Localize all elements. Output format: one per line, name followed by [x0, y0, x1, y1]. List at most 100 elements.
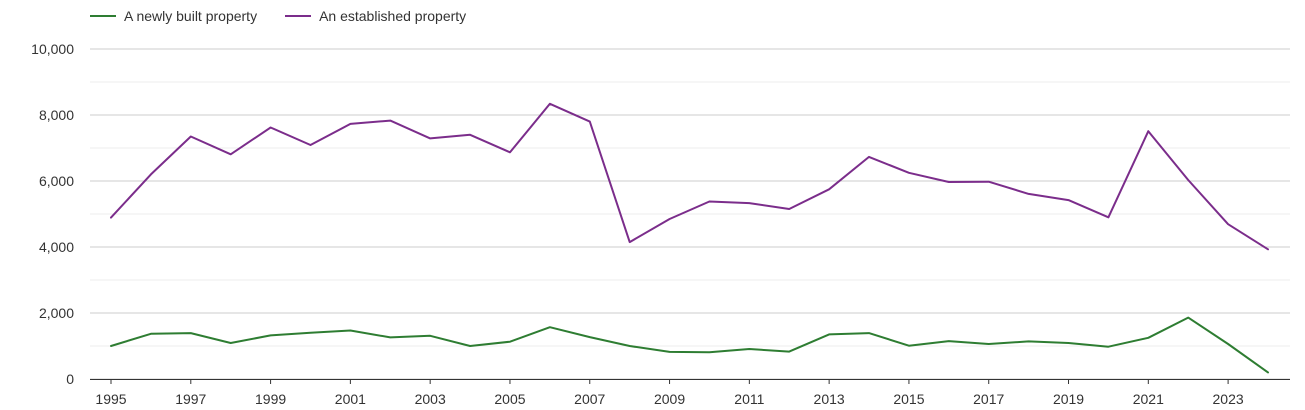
point-established[interactable] — [507, 149, 513, 155]
legend-swatch-newly-built — [90, 15, 116, 17]
point-newly-built[interactable] — [347, 327, 353, 333]
point-established[interactable] — [1026, 191, 1032, 197]
x-tick: 2015 — [893, 379, 925, 407]
point-established[interactable] — [387, 118, 393, 124]
point-newly-built[interactable] — [188, 330, 194, 336]
x-tick-label: 2005 — [494, 391, 525, 407]
point-newly-built[interactable] — [1225, 341, 1231, 347]
x-tick-label: 2007 — [574, 391, 605, 407]
point-established[interactable] — [786, 206, 792, 212]
legend-swatch-established — [285, 15, 312, 17]
x-tick-label: 1997 — [175, 391, 206, 407]
point-newly-built[interactable] — [467, 343, 473, 349]
point-newly-built[interactable] — [427, 333, 433, 339]
point-newly-built[interactable] — [547, 324, 553, 330]
point-newly-built[interactable] — [228, 340, 234, 346]
y-tick-label: 8,000 — [39, 107, 74, 123]
x-tick-label: 1999 — [255, 391, 286, 407]
y-tick-label: 6,000 — [39, 173, 74, 189]
point-established[interactable] — [307, 142, 313, 148]
x-tick: 2013 — [814, 379, 845, 407]
point-newly-built[interactable] — [746, 346, 752, 352]
legend-label-newly-built: A newly built property — [124, 8, 258, 24]
point-established[interactable] — [1225, 221, 1231, 227]
point-established[interactable] — [1105, 214, 1111, 220]
point-newly-built[interactable] — [1145, 335, 1151, 341]
point-newly-built[interactable] — [148, 331, 154, 337]
point-newly-built[interactable] — [1265, 369, 1271, 375]
y-tick-label: 10,000 — [31, 41, 74, 57]
x-axis: 1995 1997 1999 2001 2003 2005 2007 2009 2011 2013… — [95, 379, 1244, 407]
point-established[interactable] — [188, 133, 194, 139]
x-tick-label: 2015 — [893, 391, 924, 407]
y-axis: 0 2,000 4,000 6,000 8,000 10,000 — [31, 41, 74, 387]
point-newly-built[interactable] — [667, 349, 673, 355]
y-tick-label: 2,000 — [39, 305, 74, 321]
x-tick: 2007 — [574, 379, 606, 407]
point-established[interactable] — [228, 151, 234, 157]
point-established[interactable] — [1265, 246, 1271, 252]
point-established[interactable] — [986, 179, 992, 185]
point-established[interactable] — [946, 179, 952, 185]
series-line-newly-built[interactable] — [110, 316, 1269, 374]
point-established[interactable] — [906, 170, 912, 176]
point-newly-built[interactable] — [268, 332, 274, 338]
point-established[interactable] — [1066, 197, 1072, 203]
point-established[interactable] — [347, 121, 353, 127]
x-tick-label: 1995 — [95, 391, 126, 407]
point-newly-built[interactable] — [1185, 315, 1191, 321]
x-tick-label: 2017 — [973, 391, 1004, 407]
point-newly-built[interactable] — [507, 339, 513, 345]
point-newly-built[interactable] — [786, 349, 792, 355]
x-tick-label: 2003 — [415, 391, 446, 407]
point-established[interactable] — [1185, 177, 1191, 183]
x-tick: 2003 — [415, 379, 446, 407]
y-tick: 2,000 — [39, 305, 74, 321]
y-tick: 6,000 — [39, 173, 74, 189]
chart-legend: A newly built property An established pr… — [90, 6, 494, 26]
point-newly-built[interactable] — [986, 341, 992, 347]
point-established[interactable] — [746, 200, 752, 206]
point-newly-built[interactable] — [826, 331, 832, 337]
point-established[interactable] — [706, 198, 712, 204]
point-newly-built[interactable] — [1105, 344, 1111, 350]
x-tick-label: 2013 — [814, 391, 845, 407]
point-newly-built[interactable] — [108, 343, 114, 349]
x-tick: 1995 — [95, 379, 127, 407]
point-established[interactable] — [547, 101, 553, 107]
point-newly-built[interactable] — [307, 330, 313, 336]
point-established[interactable] — [1145, 128, 1151, 134]
point-newly-built[interactable] — [627, 343, 633, 349]
point-established[interactable] — [467, 132, 473, 138]
point-established[interactable] — [866, 154, 872, 160]
point-established[interactable] — [148, 171, 154, 177]
point-newly-built[interactable] — [866, 330, 872, 336]
series-line-established[interactable] — [110, 102, 1269, 251]
point-newly-built[interactable] — [387, 334, 393, 340]
point-newly-built[interactable] — [1026, 338, 1032, 344]
x-tick-label: 2011 — [734, 391, 764, 407]
point-newly-built[interactable] — [587, 334, 593, 340]
x-tick-label: 2019 — [1053, 391, 1084, 407]
point-established[interactable] — [826, 186, 832, 192]
x-tick: 2005 — [494, 379, 526, 407]
x-tick-label: 2009 — [654, 391, 685, 407]
legend-item-newly-built[interactable]: A newly built property — [90, 8, 257, 24]
x-tick-label: 2001 — [335, 391, 366, 407]
point-established[interactable] — [108, 215, 114, 221]
point-established[interactable] — [268, 125, 274, 131]
point-newly-built[interactable] — [946, 338, 952, 344]
point-established[interactable] — [627, 239, 633, 245]
legend-item-established[interactable]: An established property — [285, 8, 466, 24]
point-established[interactable] — [427, 135, 433, 141]
point-established[interactable] — [587, 119, 593, 125]
point-established[interactable] — [667, 216, 673, 222]
y-tick-label: 4,000 — [39, 239, 74, 255]
point-newly-built[interactable] — [906, 343, 912, 349]
point-newly-built[interactable] — [706, 349, 712, 355]
x-tick: 1999 — [255, 379, 286, 407]
point-newly-built[interactable] — [1066, 340, 1072, 346]
x-tick: 2017 — [973, 379, 1005, 407]
legend-label-established: An established property — [319, 8, 467, 24]
